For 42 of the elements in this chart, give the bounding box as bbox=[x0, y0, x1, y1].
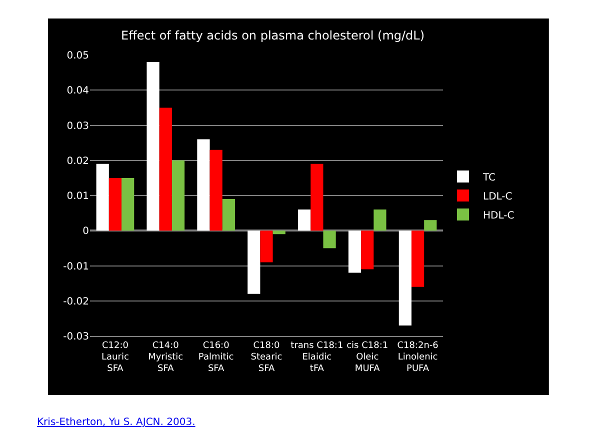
bar bbox=[122, 178, 134, 231]
bar bbox=[159, 108, 172, 231]
bar bbox=[146, 62, 160, 231]
bar bbox=[96, 164, 109, 231]
bar bbox=[398, 230, 412, 326]
chart-title: Effect of fatty acids on plasma cholesterol (mg/dL) bbox=[121, 28, 425, 43]
bar bbox=[272, 230, 286, 234]
bar bbox=[323, 230, 336, 248]
bar bbox=[248, 230, 260, 294]
text: Kris-Etherton, Yu S. AJCN. 2003. bbox=[37, 417, 196, 428]
x-tick-label: C14:0 Myristic SFA bbox=[148, 340, 184, 374]
y-tick-label: 0 bbox=[82, 226, 89, 238]
y-tick-label: -0.03 bbox=[63, 332, 89, 342]
x-tick-label: trans C18:1 Elaidic tFA bbox=[290, 340, 344, 374]
y-tick-label: 0.04 bbox=[66, 86, 89, 97]
bar bbox=[298, 210, 311, 231]
bar bbox=[361, 230, 374, 270]
bar bbox=[260, 230, 273, 262]
bar bbox=[424, 220, 437, 231]
legend-label: LDL-C bbox=[483, 191, 512, 202]
bar bbox=[348, 230, 362, 273]
bar bbox=[374, 210, 386, 231]
x-tick-label: cis C18:1 Oleic MUFA bbox=[346, 340, 388, 374]
y-tick-label: -0.01 bbox=[63, 261, 89, 272]
y-tick-label: 0.05 bbox=[66, 50, 89, 62]
bar bbox=[172, 160, 185, 231]
bar bbox=[222, 199, 235, 231]
x-tick-label: C18:2n-6 Linolenic PUFA bbox=[397, 340, 439, 374]
y-tick-label: 0.01 bbox=[66, 191, 89, 202]
bar bbox=[411, 230, 424, 287]
x-tick-label: C18:0 Stearic SFA bbox=[250, 340, 282, 374]
legend-label: HDL-C bbox=[483, 210, 514, 222]
bar bbox=[108, 178, 122, 231]
legend-label: TC bbox=[482, 172, 496, 184]
x-tick-label: C12:0 Lauric SFA bbox=[102, 340, 129, 374]
y-tick-label: -0.02 bbox=[63, 296, 89, 308]
x-tick-label: C16:0 Palmitic SFA bbox=[198, 340, 234, 374]
bar bbox=[310, 164, 324, 231]
y-tick-label: 0.03 bbox=[66, 120, 89, 132]
bar bbox=[197, 139, 210, 231]
bar bbox=[210, 150, 222, 231]
y-tick-label: 0.02 bbox=[66, 156, 89, 167]
